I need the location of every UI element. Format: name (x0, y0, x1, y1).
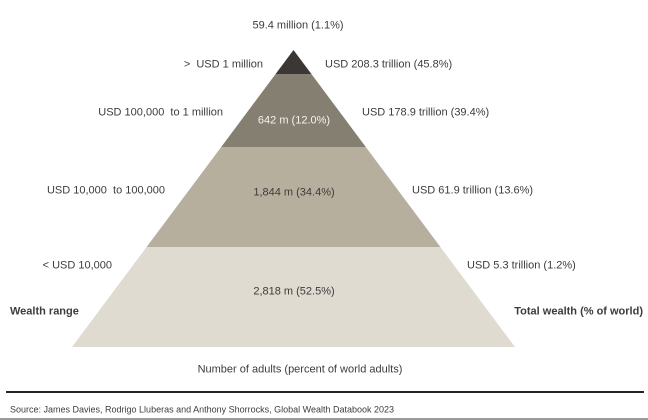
source-divider-line (6, 391, 644, 393)
adults-label-gt-1m: 59.4 million (1.1%) (252, 19, 344, 32)
pyramid-band-lt-10k (72, 247, 515, 347)
pyramid-band-gt-1m (275, 50, 312, 74)
pyramid-band-10k-100k (146, 147, 441, 247)
total-wealth-label-10k-100k: USD 61.9 trillion (13.6%) (412, 184, 534, 197)
source-text: Source: James Davies, Rodrigo Lluberas a… (10, 404, 395, 415)
bottom-border-line (0, 418, 648, 420)
adults-label-100k-1m: 642 m (12.0%) (257, 114, 331, 127)
total-wealth-label-lt-10k: USD 5.3 trillion (1.2%) (467, 259, 576, 272)
wealth-range-label-10k-100k: USD 10,000 to 100,000 (46, 184, 165, 197)
pyramid-band-100k-1m (221, 74, 366, 147)
wealth-range-label-lt-10k: < USD 10,000 (42, 259, 112, 272)
bottom-axis-label: Number of adults (percent of world adult… (197, 363, 403, 376)
adults-label-10k-100k: 1,844 m (34.4%) (253, 186, 335, 199)
total-wealth-label-100k-1m: USD 178.9 trillion (39.4%) (362, 106, 490, 119)
total-wealth-label-gt-1m: USD 208.3 trillion (45.8%) (325, 58, 453, 71)
wealth-range-label-gt-1m: > USD 1 million (183, 58, 263, 71)
wealth-range-label-100k-1m: USD 100,000 to 1 million (98, 106, 223, 119)
adults-label-lt-10k: 2,818 m (52.5%) (253, 285, 335, 298)
right-axis-label: Total wealth (% of world) (514, 305, 643, 318)
left-axis-label: Wealth range (10, 305, 79, 318)
